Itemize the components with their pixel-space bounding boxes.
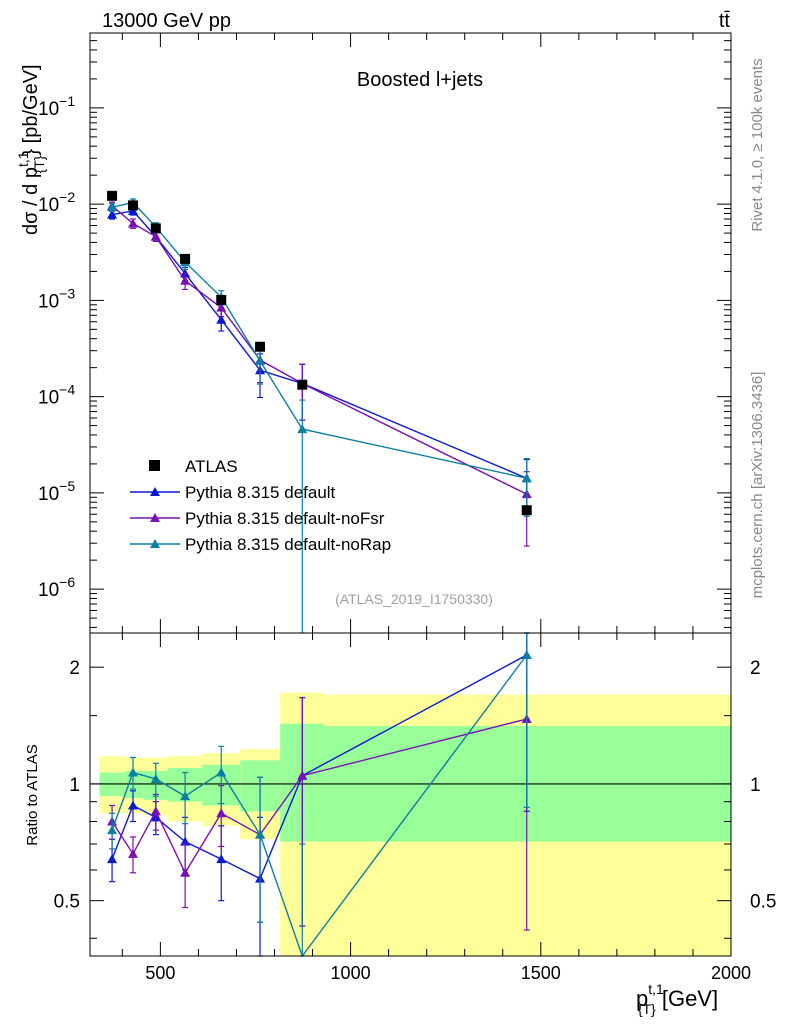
atlas-point-6 <box>297 379 308 390</box>
y-axis-label-sub: {T} <box>31 155 47 173</box>
ratio-y-tick-label-right-1: 1 <box>750 775 761 796</box>
series-2-point-0 <box>107 202 118 212</box>
ratio-series-2-point-0 <box>107 825 118 835</box>
legend-marker-2 <box>150 539 160 548</box>
legend: ATLAS Pythia 8.315 default Pythia 8.315 de… <box>130 457 391 554</box>
x-tick-label-1: 1000 <box>331 963 371 983</box>
ratio-series-1-point-6 <box>297 770 308 780</box>
ratio-y-tick-label-0: 0.5 <box>54 892 80 913</box>
series-0-point-4 <box>216 314 227 324</box>
analysis-id: (ATLAS_2019_I1750330) <box>335 591 493 607</box>
ratio-series-line-1 <box>111 718 527 875</box>
legend-label-1: Pythia 8.315 default-noFsr <box>185 509 385 528</box>
main-y-tick-label-5: 10−1 <box>38 93 75 120</box>
x-tick-label-3: 2000 <box>711 963 751 983</box>
legend-atlas-label: ATLAS <box>185 457 238 476</box>
main-y-tick-label-0: 10−6 <box>38 574 75 601</box>
atlas-point-0 <box>107 190 118 201</box>
ratio-y-tick-label-right-0: 0.5 <box>750 892 776 913</box>
ratio-series-0-point-3 <box>180 836 191 846</box>
header-left: 13000 GeV pp <box>102 10 231 32</box>
ratio-series-0-point-4 <box>216 854 227 864</box>
ratio-series-2-point-4 <box>216 767 227 777</box>
ratio-uncertainty-bands <box>90 692 731 956</box>
ratio-series-2-point-5 <box>255 829 266 839</box>
main-y-tick-label-4: 10−2 <box>38 189 75 216</box>
ratio-series-1-point-4 <box>216 808 227 818</box>
ratio-series-2-point-3 <box>180 791 191 801</box>
chart-title: Boosted l+jets <box>357 69 483 91</box>
ratio-y-axis-label: Ratio to ATLAS <box>24 744 41 845</box>
x-tick-label-0: 500 <box>145 963 175 983</box>
ratio-series-line-2 <box>111 654 528 958</box>
main-y-tick-label-3: 10−3 <box>38 285 75 312</box>
ratio-series-2-point-7 <box>521 650 532 659</box>
series-0-point-0 <box>107 209 118 219</box>
atlas-point-5 <box>255 341 266 352</box>
ratio-series-2-point-2 <box>150 773 161 783</box>
legend-label-0: Pythia 8.315 default <box>185 483 336 502</box>
x-axis-label-unit: [GeV] <box>656 986 718 1011</box>
legend-atlas-marker <box>149 460 160 471</box>
series-1-point-2 <box>150 231 161 241</box>
main-y-tick-label-2: 10−4 <box>38 382 75 409</box>
atlas-point-7 <box>521 505 532 516</box>
ratio-series-1-point-3 <box>180 867 191 877</box>
ratio-panel-marks <box>107 632 532 958</box>
main-y-tick-label-1: 10−5 <box>38 478 75 505</box>
series-2-point-6 <box>297 424 308 434</box>
series-line-2 <box>111 201 527 479</box>
main-panel-marks <box>107 190 532 634</box>
series-1-point-4 <box>216 302 227 312</box>
ratio-series-2-point-1 <box>127 767 138 777</box>
atlas-point-3 <box>180 253 191 264</box>
ratio-series-0-point-0 <box>107 854 118 864</box>
x-axis-label-main: p <box>636 986 648 1011</box>
atlas-point-2 <box>150 223 161 234</box>
ratio-panel-frame <box>89 632 732 957</box>
ratio-y-tick-label-1: 1 <box>69 775 80 796</box>
x-axis-label-sub: {T} <box>638 1001 656 1017</box>
series-1-point-3 <box>180 275 191 285</box>
series-1-point-1 <box>127 218 138 228</box>
ratio-y-tick-label-right-2: 2 <box>750 658 761 679</box>
ratio-series-0-point-1 <box>127 800 138 810</box>
legend-marker-1 <box>150 513 160 522</box>
y-axis-label-post: } [pb/GeV] <box>20 64 42 155</box>
ratio-series-1-point-2 <box>150 806 161 816</box>
y-axis-label-pre: dσ / d p <box>20 167 42 235</box>
series-line-0 <box>111 210 527 479</box>
axes-ticks: 500 1000 1500 2000 10−6 10−5 10−4 10−3 10−2 10−1 0… <box>38 33 776 983</box>
atlas-point-1 <box>127 200 138 211</box>
legend-marker-0 <box>150 487 160 496</box>
series-2-point-5 <box>255 355 266 365</box>
y-axis-label: dσ / d pt,1{T}} [pb/GeV] <box>15 64 47 235</box>
legend-label-2: Pythia 8.315 default-noRap <box>185 535 391 554</box>
x-tick-label-2: 1500 <box>521 963 561 983</box>
atlas-point-4 <box>216 294 227 305</box>
ratio-series-1-point-1 <box>127 848 138 858</box>
series-0-point-1 <box>127 205 138 215</box>
rivet-label: Rivet 4.1.0, ≥ 100k events <box>749 58 766 231</box>
y-axis-label-sup: t,1 <box>15 151 31 167</box>
ratio-y-tick-label-2: 2 <box>69 658 80 679</box>
series-2-point-7 <box>521 473 532 483</box>
x-axis-label: pt,1 {T} [GeV] <box>636 981 718 1017</box>
mcplots-label: mcplots.cern.ch [arXiv:1306.3436] <box>749 372 766 599</box>
x-axis-label-sup: t,1 <box>648 981 664 997</box>
header-right: tt̄ <box>719 10 731 32</box>
